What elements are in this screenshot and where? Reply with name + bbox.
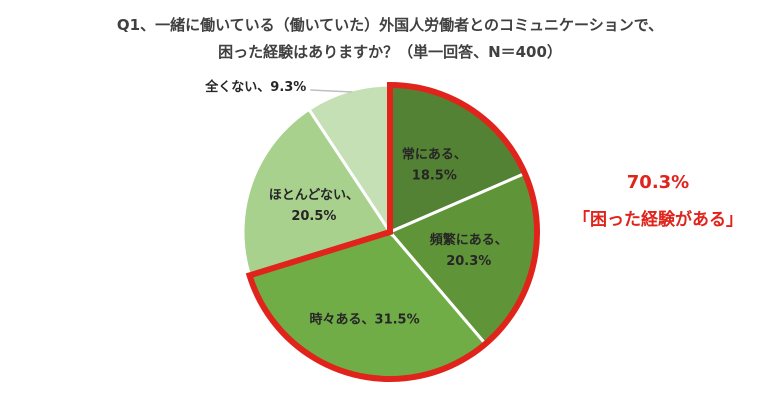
pie-slice-4 [241,107,393,278]
chart-title-line2: 困った経験はありますか？（単一回答、N＝400） [218,43,562,61]
slice-label-3: 時々ある、31.5% [310,312,420,328]
chart-title-line1: Q1、一緒に働いている（働いていた）外国人労働者とのコミュニケーションで、 [116,16,664,34]
highlight-percent: 70.3% [626,172,690,193]
slice-label-5: 全くない、9.3% [204,79,306,95]
highlight-text: 「困った経験がある」 [573,210,743,230]
slice-label-1: 常にある、 18.5% [402,146,467,183]
highlight-outline [245,81,540,382]
slice-labels: 常にある、 18.5% 頻繁にある、 20.3% 時々ある、31.5% ほとんどない、 20… [204,79,507,328]
slice-label-2: 頻繁にある、 20.3% [430,232,508,269]
leader-line [310,89,353,93]
slice-label-4: ほとんどない、 20.5% [269,188,359,224]
